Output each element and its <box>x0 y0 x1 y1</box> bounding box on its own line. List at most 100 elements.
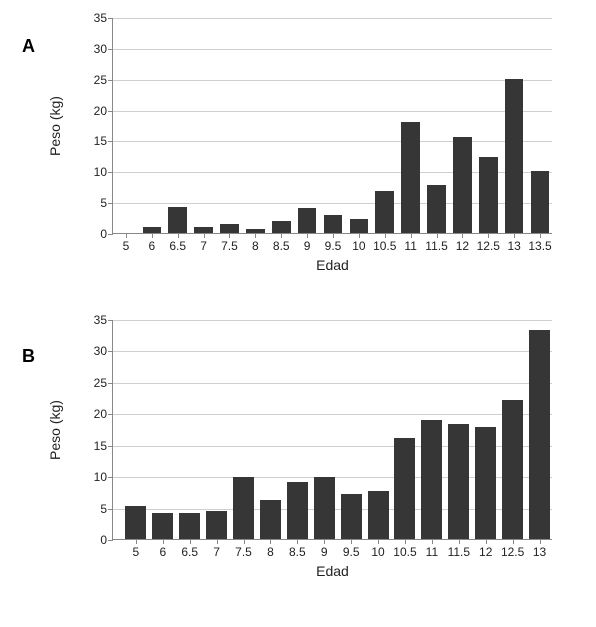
ytick-label: 35 <box>94 313 107 327</box>
xtick-mark <box>437 233 438 238</box>
xtick-mark <box>486 539 487 544</box>
ytick-mark <box>108 477 113 478</box>
bar <box>152 513 173 539</box>
ytick-label: 30 <box>94 42 107 56</box>
bar <box>529 330 550 539</box>
bar <box>475 427 496 540</box>
xtick-label: 12.5 <box>501 545 524 559</box>
xtick-label: 12.5 <box>477 239 500 253</box>
xtick-mark <box>297 539 298 544</box>
xtick-mark <box>514 233 515 238</box>
gridline <box>113 49 552 50</box>
xtick-label: 5 <box>123 239 130 253</box>
bar <box>453 137 472 233</box>
ytick-label: 10 <box>94 470 107 484</box>
xtick-mark <box>488 233 489 238</box>
bar <box>220 224 239 233</box>
ytick-mark <box>108 172 113 173</box>
bar <box>125 506 146 539</box>
bar <box>168 207 187 233</box>
ytick-mark <box>108 80 113 81</box>
xtick-mark <box>459 539 460 544</box>
xtick-label: 7.5 <box>235 545 252 559</box>
ytick-mark <box>108 383 113 384</box>
bar <box>246 229 265 233</box>
bar <box>350 219 369 233</box>
gridline <box>113 80 552 81</box>
xtick-mark <box>432 539 433 544</box>
ytick-label: 10 <box>94 165 107 179</box>
ytick-mark <box>108 141 113 142</box>
bar <box>401 122 420 233</box>
xtick-mark <box>136 539 137 544</box>
xtick-mark <box>540 539 541 544</box>
xtick-label: 8 <box>267 545 274 559</box>
gridline <box>113 414 552 415</box>
ytick-label: 0 <box>100 533 107 547</box>
xtick-label: 7 <box>200 239 207 253</box>
xtick-mark <box>281 233 282 238</box>
xtick-mark <box>126 233 127 238</box>
ytick-label: 5 <box>100 502 107 516</box>
bar <box>531 171 550 233</box>
xtick-label: 9.5 <box>325 239 342 253</box>
xtick-mark <box>324 539 325 544</box>
xtick-mark <box>385 233 386 238</box>
ytick-label: 5 <box>100 196 107 210</box>
ytick-mark <box>108 320 113 321</box>
xtick-mark <box>462 233 463 238</box>
bar <box>394 438 415 539</box>
xtick-mark <box>351 539 352 544</box>
bar <box>448 424 469 539</box>
xtick-mark <box>204 233 205 238</box>
x-axis-label: Edad <box>316 563 349 579</box>
xtick-label: 9 <box>304 239 311 253</box>
xtick-label: 13 <box>533 545 546 559</box>
xtick-label: 6 <box>159 545 166 559</box>
xtick-label: 7.5 <box>221 239 238 253</box>
xtick-mark <box>190 539 191 544</box>
y-axis-label: Peso (kg) <box>47 400 63 460</box>
bar <box>260 500 281 539</box>
xtick-label: 13.5 <box>528 239 551 253</box>
gridline <box>113 141 552 142</box>
gridline <box>113 111 552 112</box>
xtick-label: 10.5 <box>373 239 396 253</box>
ytick-mark <box>108 203 113 204</box>
bar <box>143 227 162 233</box>
ytick-mark <box>108 351 113 352</box>
xtick-label: 11 <box>404 239 416 253</box>
gridline <box>113 351 552 352</box>
xtick-label: 9 <box>321 545 328 559</box>
xtick-mark <box>229 233 230 238</box>
xtick-mark <box>178 233 179 238</box>
ytick-label: 35 <box>94 11 107 25</box>
bar <box>179 513 200 539</box>
xtick-label: 6 <box>148 239 155 253</box>
ytick-mark <box>108 414 113 415</box>
ytick-mark <box>108 18 113 19</box>
xtick-mark <box>405 539 406 544</box>
xtick-mark <box>217 539 218 544</box>
xtick-mark <box>270 539 271 544</box>
xtick-label: 8 <box>252 239 259 253</box>
xtick-mark <box>307 233 308 238</box>
plot-area-B: 05101520253035566.577.588.599.51010.5111… <box>112 320 552 540</box>
xtick-label: 5 <box>133 545 140 559</box>
xtick-mark <box>333 233 334 238</box>
bar <box>505 79 524 233</box>
xtick-mark <box>378 539 379 544</box>
xtick-label: 7 <box>213 545 220 559</box>
xtick-label: 10 <box>352 239 365 253</box>
xtick-label: 10 <box>371 545 384 559</box>
gridline <box>113 320 552 321</box>
bar <box>298 208 317 233</box>
bar <box>206 511 227 539</box>
ytick-label: 20 <box>94 407 107 421</box>
ytick-label: 15 <box>94 134 107 148</box>
bar <box>341 494 362 539</box>
ytick-mark <box>108 509 113 510</box>
xtick-mark <box>359 233 360 238</box>
bar <box>368 491 389 539</box>
panel-label-B: B <box>22 346 35 367</box>
